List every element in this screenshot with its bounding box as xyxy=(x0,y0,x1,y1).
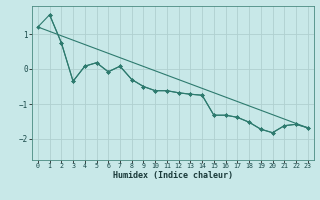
X-axis label: Humidex (Indice chaleur): Humidex (Indice chaleur) xyxy=(113,171,233,180)
